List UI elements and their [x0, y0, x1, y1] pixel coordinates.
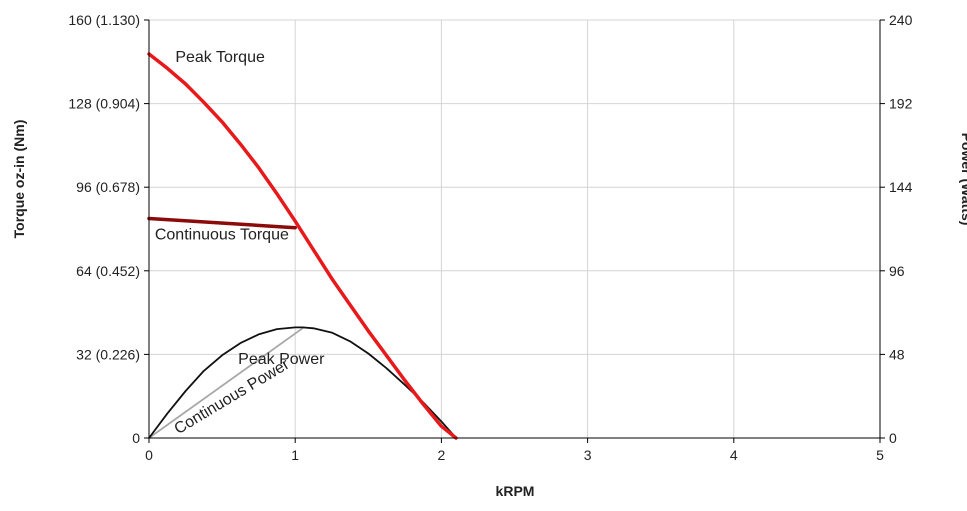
x-tick-label: 5 [876, 447, 884, 463]
y-tick-label-left: 96 (0.678) [76, 179, 140, 195]
y-tick-label-right: 0 [889, 430, 897, 446]
x-tick-label: 0 [145, 447, 153, 463]
series-line-peak-torque [147, 52, 458, 440]
series-lines [147, 52, 458, 440]
y-tick-label-right: 192 [889, 96, 913, 112]
annotation-peak-torque: Peak Torque [175, 49, 265, 66]
annotation-peak-power: Peak Power [238, 351, 325, 368]
series-line-continuous-torque [147, 216, 297, 230]
series-line-peak-power [148, 326, 457, 439]
x-tick-label: 2 [438, 447, 446, 463]
y-tick-label-left: 160 (1.130) [68, 12, 140, 28]
y-tick-label-right: 48 [889, 346, 905, 362]
x-tick-label: 4 [730, 447, 738, 463]
y-tick-label-left: 64 (0.452) [76, 263, 140, 279]
x-tick-label: 1 [291, 447, 299, 463]
annotation-continuous-power: Continuous Power [172, 356, 293, 438]
y-tick-label-right: 144 [889, 179, 913, 195]
annotations: Peak Torque Continuous Torque Peak PowerCo… [155, 49, 325, 438]
y-axis-title-right: Power (Watts) [959, 133, 967, 226]
y-tick-label-right: 240 [889, 12, 913, 28]
tick-labels: 0 32 (0.226) 64 (0.452) 96 (0.678) 128 (0.90… [68, 12, 912, 463]
x-tick-label: 3 [584, 447, 592, 463]
y-tick-label-left: 128 (0.904) [68, 96, 140, 112]
x-axis-title: kRPM [496, 483, 535, 499]
axes [144, 19, 885, 443]
series-line-continuous-power [148, 327, 304, 439]
annotation-continuous-torque: Continuous Torque [155, 226, 289, 243]
y-tick-label-left: 32 (0.226) [76, 346, 140, 362]
y-axis-title-left: Torque oz-in (Nm) [11, 120, 27, 239]
y-tick-label-left: 0 [132, 430, 140, 446]
y-tick-label-right: 96 [889, 263, 905, 279]
